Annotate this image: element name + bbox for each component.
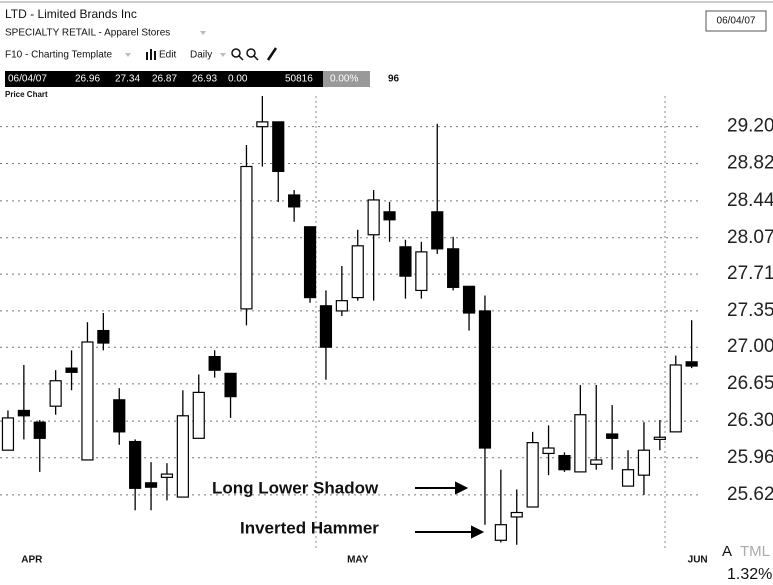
annotation: Inverted Hammer — [240, 518, 379, 537]
candle-body — [192, 391, 205, 439]
annotation: Long Lower Shadow — [212, 478, 379, 497]
quote-field: 96 — [388, 74, 400, 85]
quote-field: 50816 — [285, 74, 313, 85]
candle-body — [621, 469, 635, 487]
candle-body — [653, 436, 666, 440]
y-tick-label: 28.82 — [727, 153, 773, 174]
footer-right: TML — [740, 543, 770, 560]
candle-body — [97, 329, 110, 344]
candle-body — [447, 248, 460, 288]
y-tick-label: 27.35 — [727, 300, 773, 321]
candle-body — [176, 415, 189, 498]
candle-body — [431, 211, 444, 250]
candle-body — [494, 524, 507, 541]
y-tick-label: 28.07 — [727, 227, 773, 248]
candle-body — [574, 414, 587, 473]
candle-body — [685, 361, 698, 367]
candle-body — [49, 380, 62, 407]
panel-title: Price Chart — [5, 90, 48, 99]
candle-body — [144, 482, 158, 488]
candle-body — [351, 245, 364, 299]
dropdown-arrow — [200, 31, 206, 35]
candle-body — [224, 372, 237, 398]
footer-change: 1.32% — [727, 566, 772, 583]
y-tick-label: 26.65 — [727, 373, 773, 394]
quote-field: 27.34 — [115, 74, 140, 85]
y-tick-label: 26.30 — [727, 410, 773, 431]
candle-body — [510, 511, 523, 518]
y-tick-label: 29.20 — [727, 116, 773, 137]
candle-body — [81, 341, 94, 461]
x-tick-label: APR — [21, 555, 43, 566]
quote-bar — [5, 71, 323, 87]
candle-body — [33, 421, 46, 439]
x-tick-label: MAY — [347, 555, 369, 566]
candle-body — [1, 417, 15, 451]
candle-body — [288, 194, 301, 208]
candle-body — [462, 285, 476, 314]
candle-body — [303, 226, 317, 299]
candle-body — [256, 121, 269, 128]
quote-field: 26.87 — [152, 74, 177, 85]
footer-left: A — [722, 543, 732, 560]
candle-body — [415, 251, 428, 292]
edit-button[interactable]: Edit — [159, 50, 176, 61]
quote-field: 26.96 — [75, 74, 100, 85]
candle-body — [558, 454, 571, 471]
candle-body — [542, 447, 555, 455]
x-tick-label: JUN — [688, 555, 708, 566]
candle-body — [208, 355, 221, 371]
quote-change-cell — [323, 71, 370, 87]
industry: SPECIALTY RETAIL - Apparel Stores — [5, 28, 170, 39]
candle-body — [240, 165, 253, 310]
dropdown-arrow — [125, 53, 131, 57]
candle-body — [65, 367, 78, 373]
date-box — [705, 10, 767, 32]
candle-body — [399, 246, 412, 277]
candle-body — [272, 121, 285, 172]
y-tick-label: 27.00 — [727, 336, 773, 357]
quote-field: 26.93 — [192, 74, 217, 85]
template-menu[interactable]: F10 - Charting Template — [5, 50, 113, 61]
candle-body — [367, 199, 380, 236]
symbol-title: LTD - Limited Brands Inc — [5, 7, 137, 21]
date-box-text: 06/04/07 — [717, 16, 756, 27]
y-tick-label: 27.71 — [727, 263, 773, 284]
candle-body — [383, 211, 396, 221]
quote-field: 0.00% — [330, 74, 358, 85]
y-tick-label: 25.62 — [727, 484, 773, 505]
candle-body — [669, 364, 682, 433]
candle-body — [478, 310, 492, 449]
candle-body — [17, 409, 30, 417]
period-menu[interactable]: Daily — [190, 50, 212, 61]
candle-body — [637, 449, 651, 476]
candle-body — [319, 305, 333, 348]
quote-field: 06/04/07 — [8, 74, 47, 85]
candle-body — [526, 442, 539, 508]
candle-body — [113, 399, 126, 433]
annotation-arrows — [415, 481, 485, 539]
candle-body — [590, 459, 603, 465]
edit-icon — [146, 49, 156, 60]
zoom-icons[interactable] — [231, 47, 278, 61]
y-tick-label: 25.96 — [727, 447, 773, 468]
dropdown-arrow — [220, 53, 226, 57]
candle-body — [160, 473, 174, 478]
candle-body — [606, 433, 619, 439]
y-tick-label: 28.44 — [727, 190, 773, 211]
candle-body — [129, 440, 142, 489]
candle-body — [335, 300, 348, 312]
quote-field: 0.00 — [228, 74, 248, 85]
